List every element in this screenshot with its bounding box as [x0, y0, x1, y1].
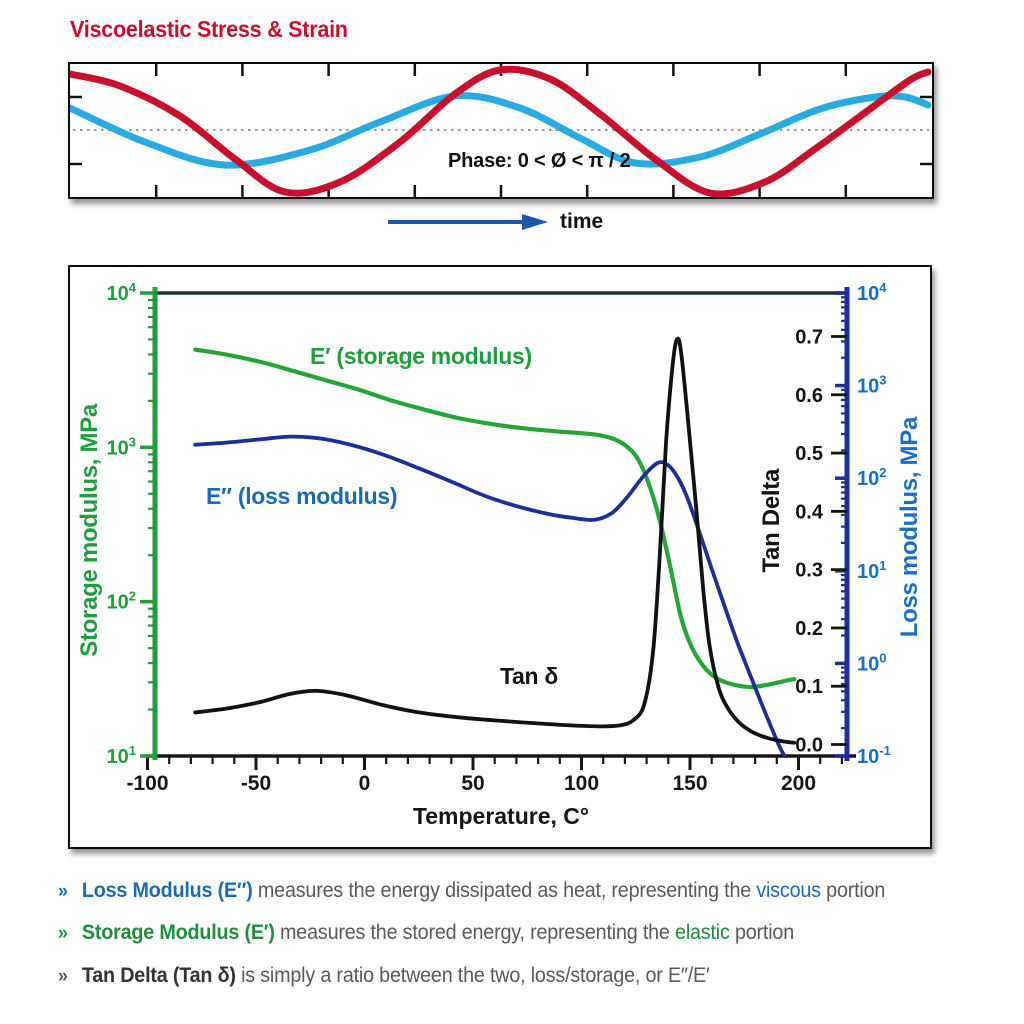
strain-wave — [70, 92, 932, 169]
axis-tick-label: 100 — [857, 650, 886, 675]
bullet-text-segment: elastic — [675, 921, 730, 944]
x-tick-label: 0 — [359, 772, 371, 795]
dma-chart: -100 -50 0 50 100 150 200 Temperature, C° 101 102… — [107, 280, 891, 829]
tan-tick-label: 0.6 — [795, 385, 823, 407]
bullet-text-segment: Loss Modulus (E″) — [81, 879, 258, 902]
x-tick-label: 50 — [461, 772, 484, 795]
axis-tick-label: 101 — [107, 743, 136, 768]
page-title: Viscoelastic Stress & Strain — [70, 16, 348, 42]
bullet-text-segment: is simply a ratio between the two, loss/… — [241, 964, 710, 987]
x-tick-label: 150 — [672, 772, 707, 795]
x-axis-title: Temperature, C° — [413, 803, 589, 829]
storage-curve-label: E′ (storage modulus) — [310, 343, 532, 369]
loss-curve-label: E″ (loss modulus) — [206, 483, 398, 509]
stress-wave — [70, 65, 932, 197]
tan-tick-label: 0.3 — [795, 560, 823, 582]
axis-tick-label: 103 — [857, 373, 886, 398]
dma-chart-panel: -100 -50 0 50 100 150 200 Temperature, C° 101 102… — [68, 265, 932, 849]
tan-delta-curve-label: Tan δ — [500, 663, 559, 689]
axis-tick-label: 104 — [857, 280, 887, 305]
bullet-item: » Storage Modulus (E′) measures the store… — [58, 921, 794, 945]
tan-tick-label: 0.5 — [795, 443, 823, 465]
bullet-text-segment: Tan Delta (Tan δ) — [81, 964, 242, 987]
bullet-marker-icon: » — [58, 966, 68, 987]
bullet-text-segment: measures the energy dissipated as heat, … — [257, 879, 757, 902]
time-axis: time — [386, 210, 603, 234]
tan-tick-label: 0.4 — [795, 501, 824, 523]
bullet-item: » Loss Modulus (E″) measures the energy d… — [58, 879, 885, 903]
bullet-text-segment: portion — [820, 879, 886, 902]
tan-tick-label: 0.1 — [795, 676, 823, 698]
tan-tick-label: 0.0 — [795, 735, 823, 757]
axis-tick-label: 104 — [107, 280, 137, 305]
axis-tick-label: 101 — [857, 558, 886, 583]
bullet-text: Loss Modulus (E″) measures the energy di… — [81, 879, 886, 903]
bullet-text-segment: viscous — [756, 879, 821, 902]
axis-tick-label: 10-1 — [857, 743, 891, 768]
curve-tan — [193, 336, 797, 745]
bullet-text: Tan Delta (Tan δ) is simply a ratio betw… — [82, 964, 710, 988]
x-tick-label: 200 — [781, 772, 816, 795]
bullet-marker-icon: » — [58, 881, 68, 902]
phase-label: Phase: 0 < Ø < π / 2 — [448, 150, 631, 172]
bullet-text-segment: measures the stored energy, representing… — [280, 921, 676, 944]
curve-right_log — [193, 434, 787, 758]
stress-strain-wave-figure — [70, 64, 932, 197]
bullet-marker-icon: » — [58, 923, 68, 944]
tan-tick-label: 0.7 — [795, 326, 823, 348]
x-tick-label: -50 — [241, 772, 271, 795]
loss-axis-title: Loss modulus, MPa — [896, 417, 923, 638]
time-arrow-icon — [388, 214, 548, 230]
axis-tick-label: 103 — [107, 434, 136, 459]
axis-tick-label: 102 — [857, 465, 886, 490]
bullet-text-segment: Storage Modulus (E′) — [81, 921, 281, 944]
tan-tick-label: 0.2 — [795, 618, 823, 640]
x-tick-label: 100 — [564, 772, 599, 795]
time-label: time — [560, 210, 604, 233]
stress-strain-wave-panel: Phase: 0 < Ø < π / 2 — [68, 62, 934, 199]
bullet-text-segment: portion — [729, 921, 795, 944]
bullet-item: » Tan Delta (Tan δ) is simply a ratio bet… — [58, 964, 710, 988]
bullet-text: Storage Modulus (E′) measures the stored… — [82, 921, 794, 945]
axis-tick-label: 102 — [107, 589, 136, 614]
time-arrow-head — [522, 214, 548, 230]
curve-left — [193, 347, 797, 690]
storage-axis-title: Storage modulus, MPa — [76, 404, 103, 657]
x-tick-label: -100 — [126, 772, 168, 795]
tan-delta-axis-title: Tan Delta — [758, 469, 785, 573]
